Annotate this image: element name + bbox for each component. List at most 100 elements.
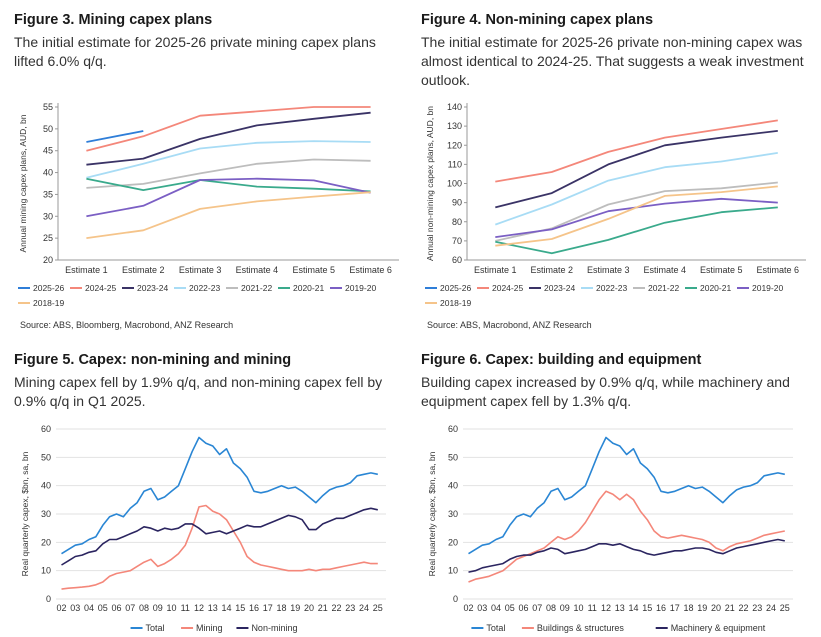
x-tick-label: 24 bbox=[766, 603, 776, 613]
series-line-2023-24 bbox=[495, 130, 778, 209]
series-line-2022-23 bbox=[494, 152, 778, 226]
legend-label-2025-26: 2025-26 bbox=[33, 283, 64, 293]
y-tick-label: 45 bbox=[43, 146, 53, 156]
y-tick-label: 60 bbox=[448, 424, 458, 434]
series-line-2020-21 bbox=[495, 206, 778, 255]
legend-label-2022-23: 2022-23 bbox=[596, 283, 627, 293]
y-tick-label: 80 bbox=[452, 217, 462, 227]
y-tick-label: 100 bbox=[447, 179, 462, 189]
y-tick-label: 60 bbox=[41, 424, 51, 434]
figure-4-subtitle: The initial estimate for 2025-26 private… bbox=[421, 34, 804, 88]
x-tick-label: 07 bbox=[532, 603, 542, 613]
y-tick-label: 10 bbox=[448, 566, 458, 576]
y-tick-label: 55 bbox=[43, 102, 53, 112]
y-axis-label: Annual non-mining capex plans, AUD, bn bbox=[425, 106, 435, 261]
legend-label-2024-25: 2024-25 bbox=[492, 283, 523, 293]
x-tick-label: 12 bbox=[601, 603, 611, 613]
figure-3-chart: 20 25 30 35 40 45 50 55 Estimate 1 Estimate 2 Esti… bbox=[18, 102, 399, 308]
x-tick-label: 21 bbox=[725, 603, 735, 613]
legend-label-2018-19: 2018-19 bbox=[440, 298, 471, 308]
figure-4-title: Figure 4. Non-mining capex plans bbox=[421, 12, 654, 28]
y-tick-label: 110 bbox=[448, 159, 462, 169]
series-line-2020-21 bbox=[86, 177, 371, 193]
legend: 2025-26 2024-25 2023-24 2022-23 2021-22 2020-… bbox=[18, 283, 376, 308]
series-line-2023-24 bbox=[86, 111, 371, 166]
legend-label-mining: Mining bbox=[196, 623, 223, 633]
series-line-machinery-equipment bbox=[468, 538, 785, 573]
x-tick-label: Estimate 5 bbox=[700, 265, 743, 275]
figure-3-title: Figure 3. Mining capex plans bbox=[14, 12, 213, 28]
x-tick-label: Estimate 6 bbox=[756, 265, 799, 275]
figure-5-title: Figure 5. Capex: non-mining and mining bbox=[14, 352, 292, 368]
x-tick-label: 05 bbox=[505, 603, 515, 613]
x-tick-label: 16 bbox=[249, 603, 259, 613]
series-line-2022-23 bbox=[86, 140, 371, 179]
series-line-non-mining bbox=[61, 507, 378, 566]
y-tick-label: 50 bbox=[448, 452, 458, 462]
x-tick-label: 11 bbox=[588, 603, 597, 613]
figure-4-chart: 60 70 80 90 100 110 120 130 140 Estimate 1 Estimat… bbox=[425, 102, 806, 308]
x-tick-label: 18 bbox=[276, 603, 286, 613]
legend-label-buildings-structures: Buildings & structures bbox=[537, 623, 625, 633]
y-axis-label: Real quarterly capex, $bn, sa, bn bbox=[427, 451, 437, 576]
legend: Total Mining Non-mining bbox=[130, 623, 297, 633]
series-line-2025-26 bbox=[86, 130, 144, 143]
y-tick-label: 25 bbox=[43, 233, 53, 243]
x-tick-label: 21 bbox=[318, 603, 328, 613]
x-tick-label: Estimate 5 bbox=[292, 265, 335, 275]
y-tick-label: 30 bbox=[448, 509, 458, 519]
x-tick-label: 07 bbox=[125, 603, 135, 613]
legend-label-2023-24: 2023-24 bbox=[137, 283, 168, 293]
x-tick-label: 24 bbox=[359, 603, 369, 613]
x-tick-label: 10 bbox=[573, 603, 583, 613]
y-tick-label: 20 bbox=[41, 537, 51, 547]
x-tick-label: 02 bbox=[463, 603, 473, 613]
y-axis-label: Real quarterly capex, $bn, sa, bn bbox=[20, 451, 30, 576]
series-line-mining bbox=[61, 504, 378, 590]
y-tick-label: 50 bbox=[43, 124, 53, 134]
legend: 2025-26 2024-25 2023-24 2022-23 2021-22 2020-… bbox=[425, 283, 783, 308]
x-tick-label: 18 bbox=[683, 603, 693, 613]
x-tick-label: 13 bbox=[615, 603, 625, 613]
figure-4-panel: Figure 4. Non-mining capex plans The ini… bbox=[421, 12, 811, 90]
x-tick-label: 15 bbox=[642, 603, 652, 613]
figure-3-source: Source: ABS, Bloomberg, Macrobond, ANZ R… bbox=[20, 320, 234, 330]
figure-6-title: Figure 6. Capex: building and equipment bbox=[421, 352, 702, 368]
y-tick-label: 90 bbox=[452, 198, 462, 208]
x-tick-label: Estimate 3 bbox=[587, 265, 630, 275]
figure-6-subtitle: Building capex increased by 0.9% q/q, wh… bbox=[421, 374, 790, 409]
x-tick-label: 14 bbox=[628, 603, 638, 613]
x-tick-label: 10 bbox=[166, 603, 176, 613]
legend-label-machinery-equipment: Machinery & equipment bbox=[671, 623, 766, 633]
x-tick-label: 12 bbox=[194, 603, 204, 613]
x-tick-label: Estimate 2 bbox=[122, 265, 165, 275]
y-axis-label: Annual mining capex plans, AUD, bn bbox=[18, 114, 28, 252]
legend-label-2024-25: 2024-25 bbox=[85, 283, 116, 293]
legend-label-2022-23: 2022-23 bbox=[189, 283, 220, 293]
legend-label-2025-26: 2025-26 bbox=[440, 283, 471, 293]
x-tick-label: 06 bbox=[518, 603, 528, 613]
legend-label-2021-22: 2021-22 bbox=[241, 283, 272, 293]
x-tick-label: 09 bbox=[153, 603, 163, 613]
legend-label-2021-22: 2021-22 bbox=[648, 283, 679, 293]
x-tick-label: 03 bbox=[477, 603, 487, 613]
x-tick-label: 08 bbox=[546, 603, 556, 613]
y-tick-label: 20 bbox=[448, 537, 458, 547]
x-tick-label: Estimate 4 bbox=[236, 265, 279, 275]
plot-area: 60 70 80 90 100 110 120 130 140 Estimate 1 Estimat… bbox=[425, 102, 806, 275]
legend-label-2018-19: 2018-19 bbox=[33, 298, 64, 308]
series-line-2021-22 bbox=[86, 158, 371, 189]
x-tick-label: Estimate 6 bbox=[349, 265, 392, 275]
y-tick-label: 30 bbox=[41, 509, 51, 519]
x-tick-label: 25 bbox=[780, 603, 790, 613]
y-tick-label: 140 bbox=[447, 102, 462, 112]
figure-5-subtitle: Mining capex fell by 1.9% q/q, and non-m… bbox=[14, 374, 383, 409]
x-tick-label: 17 bbox=[670, 603, 680, 613]
x-tick-label: 15 bbox=[235, 603, 245, 613]
x-tick-label: 04 bbox=[84, 603, 94, 613]
x-tick-label: 05 bbox=[98, 603, 108, 613]
x-tick-label: 04 bbox=[491, 603, 501, 613]
